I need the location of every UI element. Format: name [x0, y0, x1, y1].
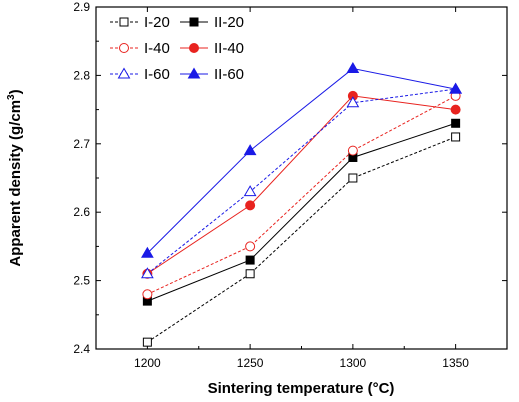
data-point	[245, 269, 255, 279]
x-tick-label: 1300	[340, 356, 367, 370]
data-point	[141, 246, 154, 258]
data-point	[141, 267, 154, 279]
y-tick-label: 2.7	[73, 137, 90, 151]
data-point	[243, 185, 257, 197]
y-tick-label: 2.9	[73, 0, 90, 14]
data-point	[346, 96, 360, 108]
data-point	[450, 104, 461, 115]
legend-marker	[189, 43, 199, 53]
legend-item-II-40: II-40	[180, 40, 244, 57]
legend-label: II-20	[214, 14, 244, 31]
data-point	[245, 241, 256, 252]
data-point	[348, 173, 358, 183]
x-tick-label: 1250	[237, 356, 264, 370]
y-tick-label: 2.4	[73, 342, 90, 356]
y-axis-title-main: Apparent density (g/cm	[7, 100, 24, 267]
data-point	[451, 118, 461, 128]
legend-label: I-40	[144, 40, 170, 57]
series-II-40	[142, 90, 461, 279]
legend-marker	[119, 17, 129, 27]
legend-item-I-60: I-60	[110, 66, 170, 83]
data-point	[245, 200, 256, 211]
data-point	[347, 145, 358, 156]
series-I-60	[141, 82, 462, 279]
y-axis-ticks: 2.4 2.5 2.6 2.7 2.8 2.9	[73, 0, 507, 356]
legend-label: I-60	[144, 66, 170, 83]
y-tick-label: 2.8	[73, 68, 90, 82]
y-tick-label: 2.6	[73, 205, 90, 219]
series-II-20	[142, 118, 461, 306]
data-point	[142, 337, 152, 347]
y-axis-title-superscript: 3	[6, 94, 17, 100]
data-point	[346, 62, 360, 74]
y-axis-title-end: )	[7, 89, 24, 94]
series-I-20	[142, 132, 461, 347]
x-tick-label: 1350	[442, 356, 469, 370]
plot-frame	[95, 6, 508, 350]
series-line	[147, 95, 456, 295]
y-axis-title: Apparent density (g/cm3)	[6, 89, 24, 266]
data-point	[243, 144, 257, 156]
data-point	[449, 82, 462, 94]
legend-marker	[119, 43, 129, 53]
x-axis-ticks: 1200 1250 1300 1350	[134, 7, 469, 370]
legend-item-I-40: I-40	[110, 40, 170, 57]
x-axis-title: Sintering temperature (°C)	[208, 380, 395, 397]
series-line	[147, 95, 456, 275]
series-I-40	[142, 90, 461, 300]
series-line	[147, 68, 456, 254]
series-line	[147, 136, 456, 343]
data-point	[142, 289, 153, 300]
legend-marker	[189, 17, 199, 27]
series-layer	[141, 62, 462, 347]
legend: I-20 II-20 I-40 II-40 I-60 II-60	[110, 14, 244, 83]
legend-label: II-40	[214, 40, 244, 57]
legend-item-II-20: II-20	[180, 14, 244, 31]
series-II-60	[141, 62, 462, 258]
data-point	[245, 255, 255, 265]
series-line	[147, 88, 456, 275]
legend-label: II-60	[214, 66, 244, 83]
legend-marker	[117, 67, 131, 79]
legend-marker	[187, 67, 201, 79]
data-point	[451, 132, 461, 142]
y-tick-label: 2.5	[73, 274, 90, 288]
legend-label: I-20	[144, 14, 170, 31]
legend-item-II-60: II-60	[180, 66, 244, 83]
x-tick-label: 1200	[134, 356, 161, 370]
legend-item-I-20: I-20	[110, 14, 170, 31]
series-line	[147, 122, 456, 302]
